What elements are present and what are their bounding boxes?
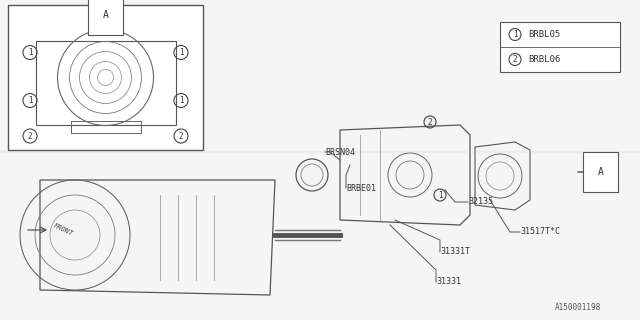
Text: 1: 1 — [513, 30, 517, 39]
Text: BRBL06: BRBL06 — [528, 55, 560, 64]
Text: FRONT: FRONT — [52, 223, 74, 237]
Text: 2: 2 — [179, 132, 183, 140]
Text: BRBE01: BRBE01 — [346, 183, 376, 193]
Text: BRBL05: BRBL05 — [528, 30, 560, 39]
Text: 31517T*C: 31517T*C — [520, 228, 560, 236]
Text: 32135: 32135 — [468, 197, 493, 206]
Text: 1: 1 — [438, 190, 442, 199]
Text: 31331T: 31331T — [440, 247, 470, 257]
Text: A: A — [598, 167, 604, 177]
Text: 1: 1 — [179, 96, 183, 105]
Text: 1: 1 — [28, 96, 32, 105]
Text: 1: 1 — [179, 48, 183, 57]
Text: 2: 2 — [513, 55, 517, 64]
Bar — [8, 5, 203, 150]
Text: A150001198: A150001198 — [555, 303, 601, 312]
Text: A: A — [102, 10, 108, 20]
Text: 31331: 31331 — [436, 277, 461, 286]
Text: 2: 2 — [28, 132, 32, 140]
Bar — [500, 22, 620, 72]
Text: BRSN04: BRSN04 — [325, 148, 355, 156]
Text: 2: 2 — [428, 117, 432, 126]
Bar — [70, 121, 141, 132]
Text: 1: 1 — [28, 48, 32, 57]
